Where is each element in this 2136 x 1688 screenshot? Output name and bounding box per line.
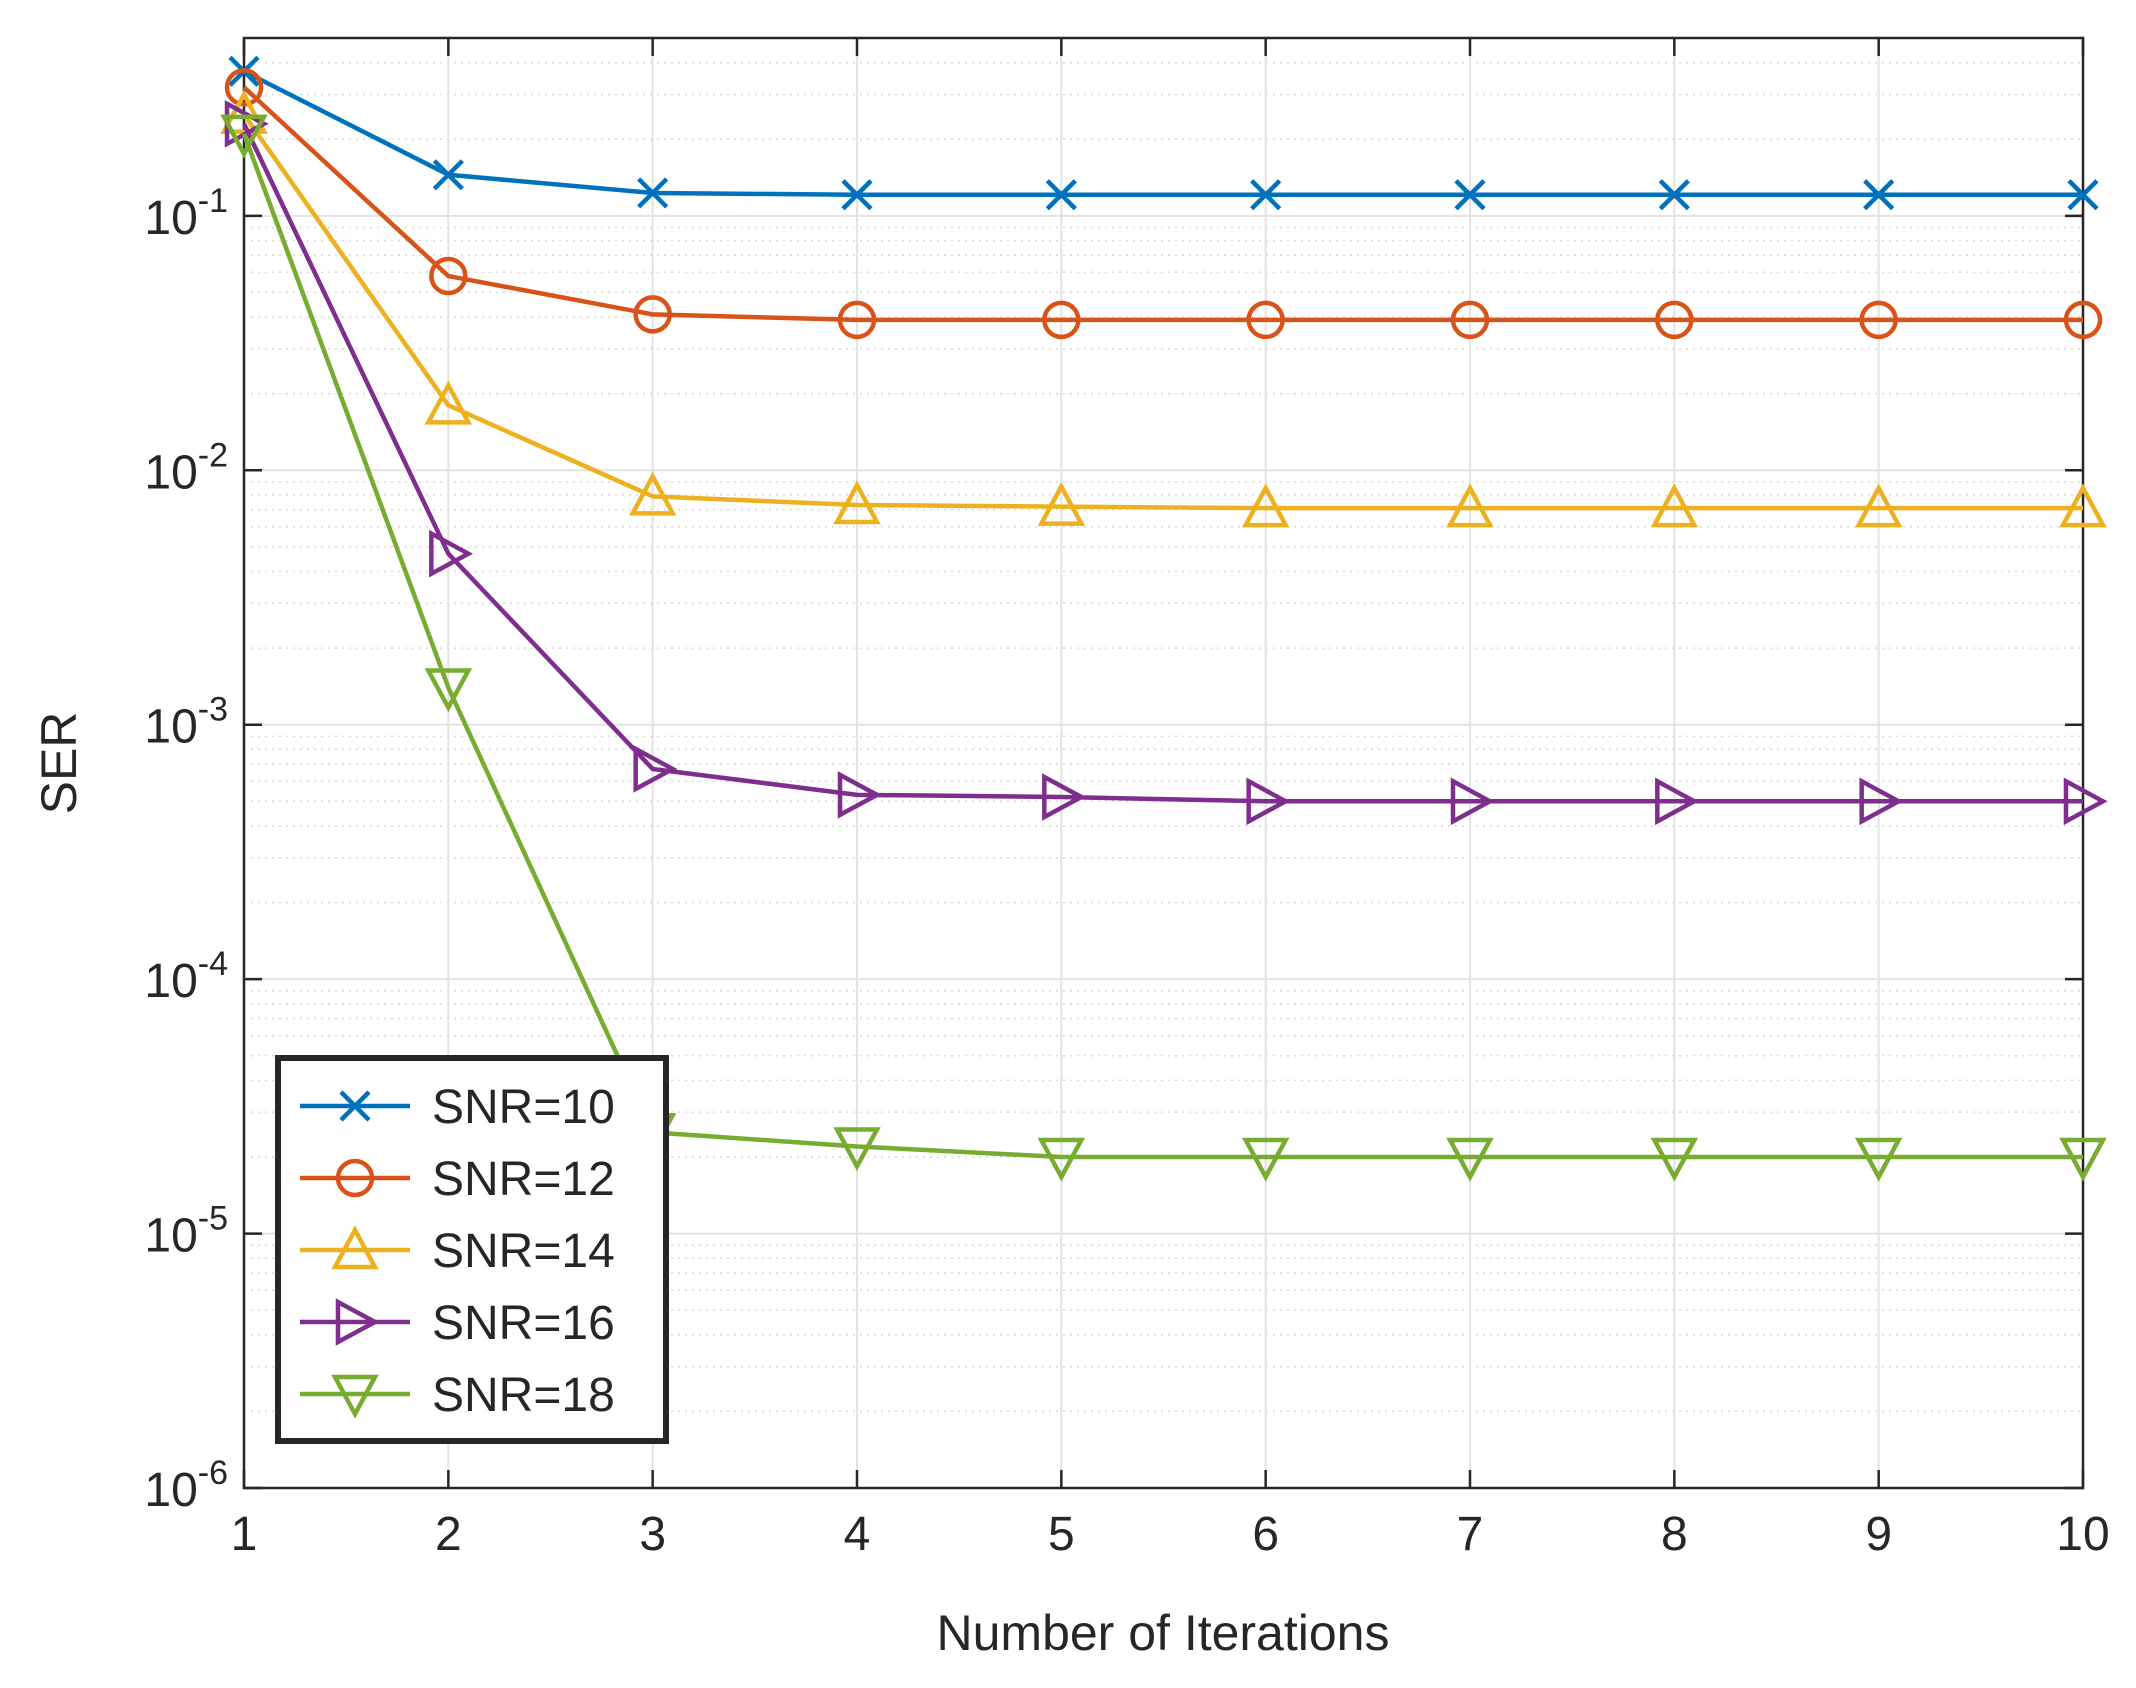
data-point-snr-14 (424, 380, 473, 425)
legend-marker (335, 1298, 380, 1346)
data-point-snr-16 (1042, 773, 1087, 821)
legend-label: SNR=12 (432, 1153, 615, 1206)
x-tick-label: 2 (435, 1508, 462, 1561)
data-point-snr-10 (1454, 179, 1486, 211)
data-point-snr-14 (1650, 483, 1699, 528)
data-point-snr-12 (224, 68, 264, 107)
data-point-snr-16 (1859, 777, 1904, 826)
x-tick-label: 5 (1048, 1508, 1075, 1561)
data-point-snr-12 (837, 300, 877, 340)
data-point-snr-18 (1446, 1137, 1494, 1182)
data-point-snr-16 (2063, 777, 2108, 826)
y-tick-label: 10-6 (144, 1454, 228, 1517)
x-tick-label: 6 (1252, 1508, 1279, 1561)
data-point-snr-16 (837, 771, 882, 819)
legend-marker (335, 1158, 375, 1198)
data-point-snr-12 (1246, 300, 1285, 340)
data-point-snr-12 (1450, 300, 1490, 340)
series-line-snr-10 (242, 69, 2083, 198)
legend-marker (331, 1374, 379, 1419)
data-point-snr-10 (432, 159, 464, 191)
data-point-snr-16 (1655, 777, 1700, 826)
legend-marker (331, 1225, 379, 1270)
data-point-snr-18 (1650, 1137, 1699, 1182)
data-point-snr-14 (1446, 483, 1494, 528)
legend-marker (339, 1090, 371, 1122)
legend-entry-snr-14: SNR=14 (300, 1225, 615, 1278)
series-line-snr-18 (241, 133, 2083, 1160)
data-point-snr-18 (1241, 1137, 1290, 1182)
data-point-snr-14 (628, 471, 677, 516)
data-point-snr-16 (429, 529, 474, 578)
data-point-snr-12 (633, 295, 672, 334)
data-point-snr-10 (841, 179, 873, 211)
data-point-snr-18 (833, 1127, 881, 1172)
data-point-snr-12 (1042, 300, 1081, 340)
series-snr-10 (228, 55, 2099, 211)
legend: SNR=10 SNR=12 SNR=14 SNR=16 SNR=18 (275, 1055, 669, 1444)
y-axis-label: SER (31, 712, 87, 815)
series-line-snr-12 (242, 85, 2083, 323)
data-point-snr-12 (1859, 300, 1898, 340)
data-point-snr-14 (1241, 483, 1290, 528)
x-tick-label: 10 (2056, 1508, 2109, 1561)
x-tick-label: 7 (1457, 1508, 1484, 1561)
data-point-snr-10 (1250, 179, 1282, 211)
y-tick-label: 10-2 (144, 436, 228, 499)
data-point-snr-18 (1854, 1137, 1903, 1182)
axes: 1 2 3 4 5 6 7 8 9 10 10-6 10-5 10-4 10-3 10-2 10-1 (144, 36, 2110, 1561)
series-line-snr-16 (241, 122, 2083, 804)
series-snr-12 (224, 68, 2103, 340)
data-point-snr-14 (220, 89, 268, 134)
data-point-snr-10 (2067, 179, 2099, 211)
data-point-snr-12 (2063, 300, 2103, 340)
data-point-snr-10 (1045, 179, 1077, 211)
y-tick-label: 10-5 (144, 1200, 228, 1263)
data-series (220, 55, 2108, 1182)
legend-label: SNR=18 (432, 1369, 615, 1422)
data-point-snr-10 (1863, 179, 1895, 211)
x-tick-label: 3 (639, 1508, 666, 1561)
data-point-snr-16 (1246, 777, 1291, 826)
data-point-snr-14 (1854, 483, 1903, 528)
legend-entry-snr-16: SNR=16 (300, 1297, 615, 1350)
legend-label: SNR=10 (432, 1081, 615, 1134)
x-tick-label: 1 (231, 1508, 258, 1561)
data-point-snr-18 (1037, 1137, 1086, 1182)
y-tick-label: 10-1 (144, 182, 228, 245)
legend-label: SNR=16 (432, 1297, 615, 1350)
x-tick-label: 9 (1865, 1508, 1892, 1561)
data-point-snr-18 (220, 114, 268, 159)
data-point-snr-10 (1658, 179, 1690, 211)
data-point-snr-12 (1655, 300, 1694, 340)
legend-entry-snr-18: SNR=18 (300, 1369, 615, 1422)
y-tick-label: 10-3 (144, 691, 228, 754)
data-point-snr-10 (637, 177, 669, 209)
data-point-snr-14 (1037, 481, 1086, 526)
x-axis-label: Number of Iterations (937, 1605, 1390, 1661)
data-point-snr-16 (1450, 777, 1495, 826)
series-line-snr-14 (242, 113, 2083, 511)
data-point-snr-14 (833, 480, 881, 525)
series-snr-14 (220, 89, 2107, 528)
data-point-snr-18 (2059, 1137, 2107, 1182)
data-point-snr-16 (633, 745, 678, 793)
legend-entry-snr-12: SNR=12 (300, 1153, 615, 1206)
y-tick-label: 10-4 (144, 945, 228, 1008)
data-point-snr-18 (424, 668, 473, 713)
data-point-snr-12 (429, 256, 468, 296)
legend-entry-snr-10: SNR=10 (300, 1081, 615, 1134)
legend-label: SNR=14 (432, 1225, 615, 1278)
x-tick-label: 4 (844, 1508, 871, 1561)
x-tick-label: 8 (1661, 1508, 1688, 1561)
data-point-snr-14 (2059, 483, 2107, 528)
axes-box (242, 36, 2085, 1490)
